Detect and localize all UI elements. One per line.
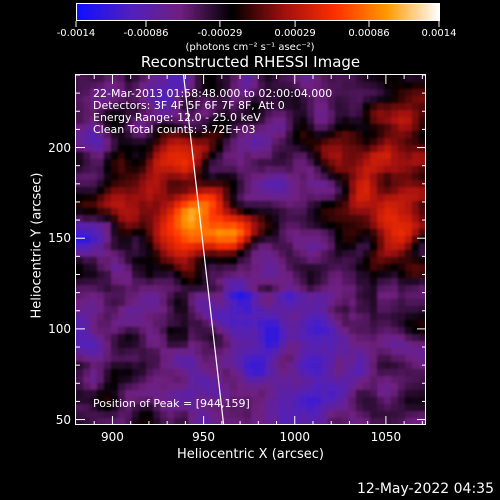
colorbar-tick-label: 0.0014	[421, 28, 457, 39]
colorbar-tick-label: 0.00086	[348, 28, 390, 39]
y-tick-label: 200	[48, 140, 71, 155]
plot-frame	[75, 74, 426, 425]
x-tick-label: 1050	[370, 430, 402, 444]
y-axis-label: Heliocentric Y (arcsec)	[29, 172, 45, 319]
info-block: 22-Mar-2013 01:58:48.000 to 02:00:04.000…	[93, 88, 332, 136]
info-line-time: 22-Mar-2013 01:58:48.000 to 02:00:04.000	[93, 87, 333, 100]
info-line-energy: Energy Range: 12.0 - 25.0 keV	[93, 111, 261, 124]
colorbar-tick-label: -0.0014	[56, 28, 96, 39]
x-tick-label: 1000	[279, 430, 311, 444]
plot-title: Reconstructed RHESSI Image	[140, 53, 361, 71]
info-line-clean: Clean Total counts: 3.72E+03	[93, 123, 256, 136]
peak-position-label: Position of Peak = [944,159]	[93, 397, 250, 410]
footer-timestamp: 12-May-2022 04:35	[356, 481, 494, 497]
y-tick-label: 150	[48, 231, 71, 246]
y-tick-label: 100	[48, 321, 71, 336]
x-tick-label: 900	[101, 430, 124, 444]
info-line-detectors: Detectors: 3F 4F 5F 6F 7F 8F, Att 0	[93, 99, 285, 112]
y-tick-label: 50	[55, 412, 71, 427]
colorbar	[76, 3, 440, 21]
colorbar-gradient	[77, 4, 439, 20]
solar-limb-line	[182, 74, 225, 426]
colorbar-tick-label: -0.00086	[123, 28, 169, 39]
rhessi-image	[76, 75, 426, 425]
x-axis-label: Heliocentric X (arcsec)	[177, 447, 324, 462]
x-tick-label: 950	[192, 430, 216, 444]
colorbar-units-label: (photons cm⁻² s⁻¹ asec⁻²)	[185, 42, 315, 53]
colorbar-tick-label: 0.00029	[274, 28, 316, 39]
colorbar-tick-label: -0.00029	[197, 28, 243, 39]
